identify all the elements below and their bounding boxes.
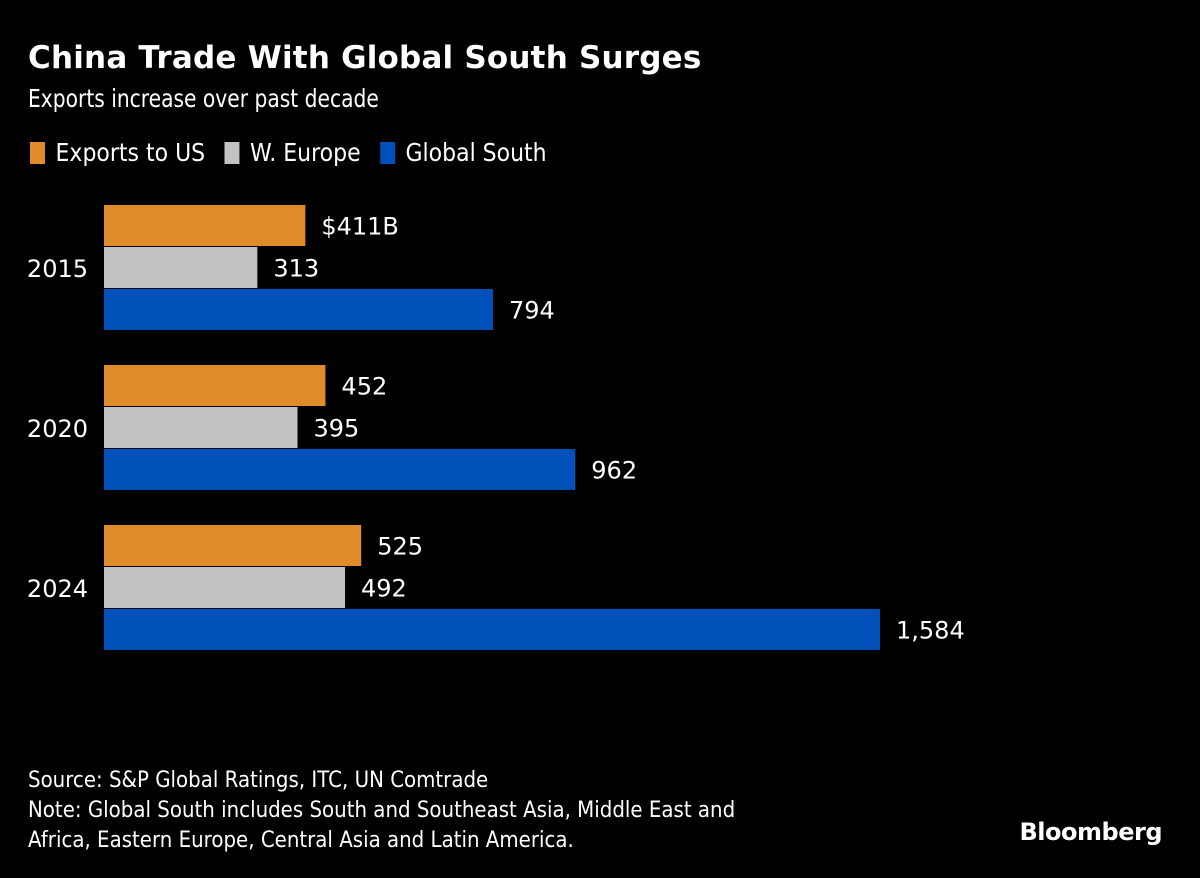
data-label: 794 xyxy=(509,297,555,325)
bloomberg-logo: Bloomberg xyxy=(1019,818,1163,846)
legend-swatch xyxy=(224,141,240,164)
legend-item-exports-to-us: Exports to US xyxy=(30,138,205,167)
data-label: 492 xyxy=(361,575,407,603)
legend-swatch xyxy=(30,141,45,164)
category-label: 2020 xyxy=(27,415,88,443)
note-text-line1: Note: Global South includes South and So… xyxy=(28,798,736,823)
data-label: $411B xyxy=(321,213,399,241)
data-label: 452 xyxy=(341,373,387,401)
category-label: 2015 xyxy=(27,255,88,283)
legend-label: Global South xyxy=(405,138,547,167)
data-label: 525 xyxy=(377,533,423,561)
note-text-line2: Africa, Eastern Europe, Central Asia and… xyxy=(28,828,574,853)
legend-label: W. Europe xyxy=(250,138,361,167)
bar xyxy=(104,365,326,406)
category-label: 2024 xyxy=(27,575,88,603)
bar xyxy=(104,609,880,650)
legend: Exports to US W. Europe Global South xyxy=(30,138,566,167)
data-label: 395 xyxy=(314,415,360,443)
legend-swatch xyxy=(379,141,395,164)
data-label: 1,584 xyxy=(896,617,965,645)
legend-item-w-europe: W. Europe xyxy=(224,138,361,167)
bar-group-2020: 2020 452 395 962 xyxy=(27,365,637,490)
bar xyxy=(104,567,346,608)
chart-subtitle: Exports increase over past decade xyxy=(28,84,379,113)
data-label: 962 xyxy=(591,457,637,485)
bar xyxy=(104,449,576,490)
legend-item-global-south: Global South xyxy=(379,138,547,167)
chart-title: China Trade With Global South Surges xyxy=(28,40,702,76)
data-label: 313 xyxy=(273,255,319,283)
source-text: Source: S&P Global Ratings, ITC, UN Comt… xyxy=(28,768,489,793)
bar-group-2024: 2024 525 492 1,584 xyxy=(27,525,965,650)
legend-label: Exports to US xyxy=(55,138,206,167)
bar xyxy=(104,289,493,330)
bar xyxy=(104,247,258,288)
bar xyxy=(104,407,298,448)
bar xyxy=(104,205,306,246)
footer: Source: S&P Global Ratings, ITC, UN Comt… xyxy=(28,766,735,856)
bar xyxy=(104,525,362,566)
